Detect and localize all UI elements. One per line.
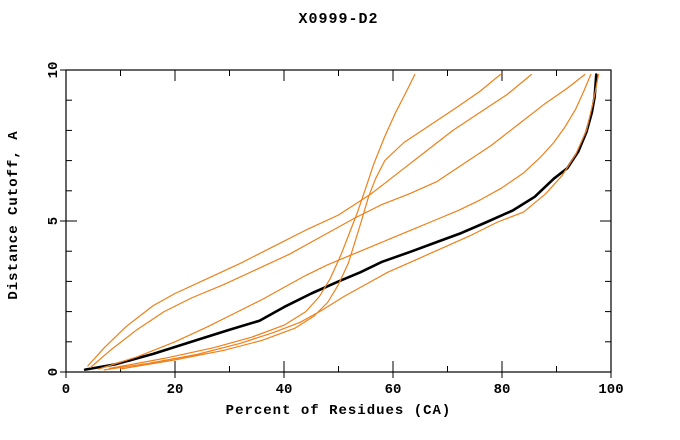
y-tick-label: 5: [46, 217, 62, 225]
x-tick-label: 0: [62, 382, 70, 398]
chart-title: X0999-D2: [298, 11, 379, 28]
orange-curve-fan-upper: [87, 73, 533, 367]
orange-curve-companion-left: [98, 73, 592, 370]
y-tick-label: 10: [46, 62, 62, 79]
x-tick-label: 80: [494, 382, 511, 398]
x-tick-label: 40: [276, 382, 293, 398]
x-tick-label: 60: [385, 382, 402, 398]
orange-curve-steep-1: [108, 73, 416, 369]
orange-curve-steep-2: [119, 73, 501, 370]
x-tick-label: 20: [167, 382, 184, 398]
y-tick-label: 0: [46, 368, 62, 376]
x-tick-label: 100: [598, 382, 623, 398]
orange-curve-companion-right: [103, 73, 600, 371]
black-model-curve: [83, 73, 598, 371]
x-axis-label: Percent of Residues (CA): [225, 403, 452, 419]
orange-curve-fan-lower: [89, 73, 586, 369]
